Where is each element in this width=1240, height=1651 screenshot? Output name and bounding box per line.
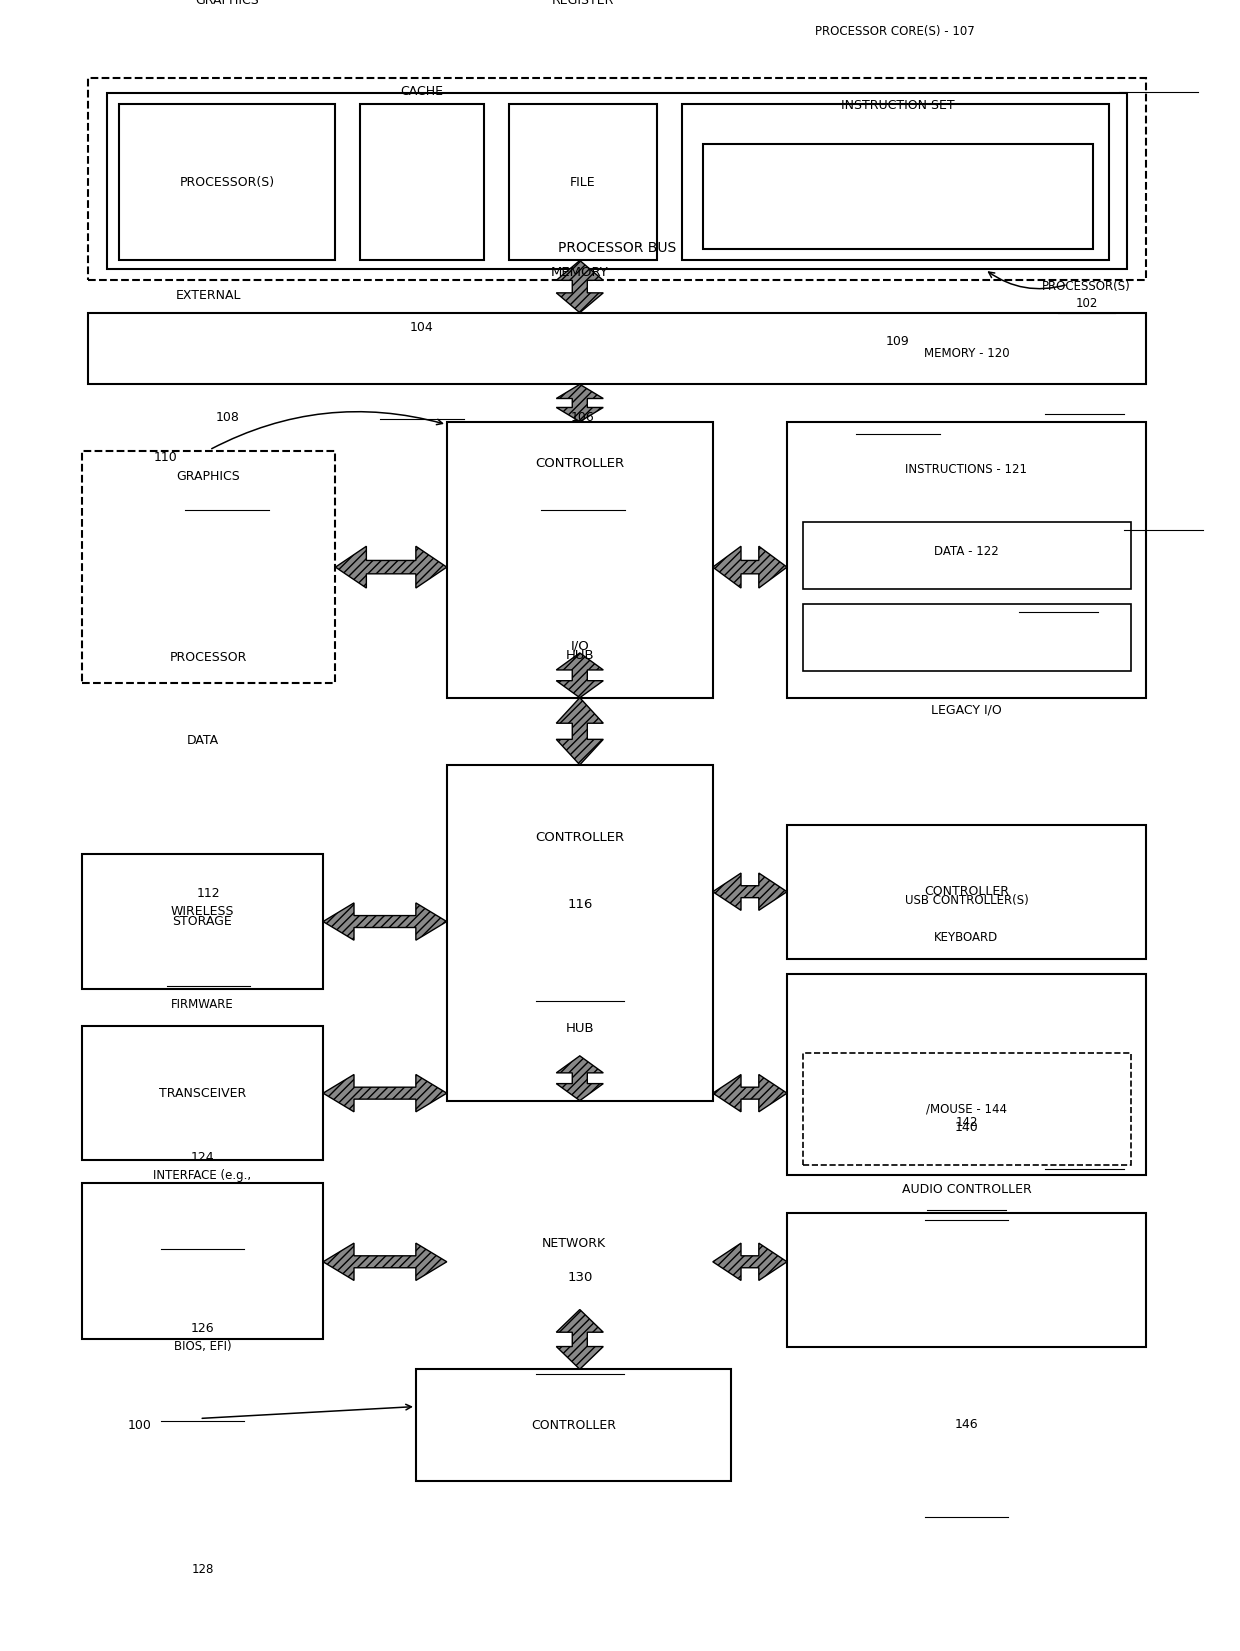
- Bar: [446, 764, 713, 1101]
- Bar: [787, 974, 1146, 1176]
- Polygon shape: [324, 903, 446, 939]
- Text: PROCESSOR BUS: PROCESSOR BUS: [558, 241, 676, 254]
- Text: BIOS, EFI): BIOS, EFI): [174, 1341, 231, 1354]
- Bar: [82, 1182, 324, 1339]
- Text: CACHE: CACHE: [401, 84, 444, 97]
- Text: 146: 146: [955, 1418, 978, 1431]
- Text: EXTERNAL: EXTERNAL: [176, 289, 242, 302]
- Polygon shape: [324, 1243, 446, 1281]
- Bar: [804, 522, 1131, 589]
- Polygon shape: [713, 873, 787, 910]
- Polygon shape: [557, 1309, 604, 1369]
- Polygon shape: [557, 698, 604, 764]
- Polygon shape: [324, 1075, 446, 1111]
- Polygon shape: [713, 546, 787, 588]
- Text: 116: 116: [567, 898, 593, 911]
- Bar: [82, 855, 324, 989]
- Bar: [787, 1212, 1146, 1347]
- Bar: [360, 104, 484, 261]
- Bar: [107, 94, 1127, 269]
- Polygon shape: [557, 1057, 604, 1101]
- Text: PROCESSOR CORE(S) - 107: PROCESSOR CORE(S) - 107: [816, 25, 975, 38]
- Bar: [415, 1369, 732, 1481]
- Text: NETWORK: NETWORK: [542, 1237, 605, 1250]
- Polygon shape: [713, 1243, 787, 1281]
- Text: 104: 104: [410, 320, 434, 334]
- Text: MEMORY: MEMORY: [551, 266, 609, 279]
- Text: 142: 142: [955, 1116, 977, 1129]
- Text: STORAGE: STORAGE: [172, 915, 232, 928]
- Polygon shape: [336, 546, 446, 588]
- Polygon shape: [557, 385, 604, 421]
- Text: KEYBOARD: KEYBOARD: [934, 931, 998, 944]
- Bar: [804, 1053, 1131, 1166]
- Bar: [119, 104, 336, 261]
- Text: WIRELESS: WIRELESS: [171, 905, 234, 918]
- Text: 128: 128: [191, 1563, 213, 1575]
- Text: INSTRUCTIONS - 121: INSTRUCTIONS - 121: [905, 462, 1028, 475]
- Bar: [82, 1025, 324, 1161]
- Text: 100: 100: [128, 1420, 151, 1433]
- Text: I/O: I/O: [570, 639, 589, 652]
- Bar: [82, 451, 336, 684]
- Text: 140: 140: [955, 1121, 978, 1134]
- Text: CONTROLLER: CONTROLLER: [531, 1418, 616, 1431]
- Text: PROCESSOR: PROCESSOR: [170, 650, 247, 664]
- Text: PROCESSOR(S): PROCESSOR(S): [1042, 281, 1131, 294]
- Text: MEMORY - 120: MEMORY - 120: [924, 347, 1009, 360]
- Text: USB CONTROLLER(S): USB CONTROLLER(S): [904, 893, 1028, 906]
- Polygon shape: [713, 1075, 787, 1111]
- Bar: [804, 604, 1131, 670]
- Text: DATA: DATA: [186, 733, 218, 746]
- Text: 109: 109: [885, 335, 910, 348]
- Text: 130: 130: [567, 1271, 593, 1284]
- Text: INSTRUCTION SET: INSTRUCTION SET: [841, 99, 955, 112]
- Text: 108: 108: [216, 411, 239, 424]
- Text: CONTROLLER: CONTROLLER: [924, 885, 1009, 898]
- Text: DATA - 122: DATA - 122: [934, 545, 998, 558]
- Text: 110: 110: [154, 451, 177, 464]
- Bar: [508, 104, 657, 261]
- Text: /MOUSE - 144: /MOUSE - 144: [926, 1103, 1007, 1116]
- Text: 112: 112: [197, 887, 221, 900]
- Text: TRANSCEIVER: TRANSCEIVER: [159, 1086, 246, 1100]
- Text: 126: 126: [191, 1322, 215, 1336]
- Text: 106: 106: [570, 411, 595, 424]
- Text: CONTROLLER: CONTROLLER: [536, 457, 625, 471]
- Text: INTERFACE (e.g.,: INTERFACE (e.g.,: [154, 1169, 252, 1182]
- Text: AUDIO CONTROLLER: AUDIO CONTROLLER: [901, 1182, 1032, 1195]
- Bar: [446, 421, 713, 698]
- Bar: [88, 78, 1146, 281]
- Bar: [682, 104, 1109, 261]
- Polygon shape: [557, 261, 604, 312]
- Polygon shape: [557, 652, 604, 698]
- Text: FIRMWARE: FIRMWARE: [171, 997, 234, 1010]
- Text: FILE: FILE: [570, 175, 595, 188]
- Text: GRAPHICS: GRAPHICS: [177, 471, 241, 484]
- Text: 124: 124: [191, 1151, 215, 1164]
- Bar: [88, 312, 1146, 385]
- Text: REGISTER: REGISTER: [552, 0, 614, 7]
- Text: HUB: HUB: [565, 1022, 594, 1035]
- Text: CONTROLLER: CONTROLLER: [536, 830, 625, 844]
- Bar: [787, 421, 1146, 698]
- Text: 102: 102: [1075, 297, 1097, 310]
- Text: PROCESSOR(S): PROCESSOR(S): [180, 175, 275, 188]
- Bar: [787, 824, 1146, 959]
- Text: GRAPHICS: GRAPHICS: [196, 0, 259, 7]
- Bar: [703, 144, 1092, 249]
- Text: HUB: HUB: [565, 649, 594, 662]
- Text: LEGACY I/O: LEGACY I/O: [931, 703, 1002, 717]
